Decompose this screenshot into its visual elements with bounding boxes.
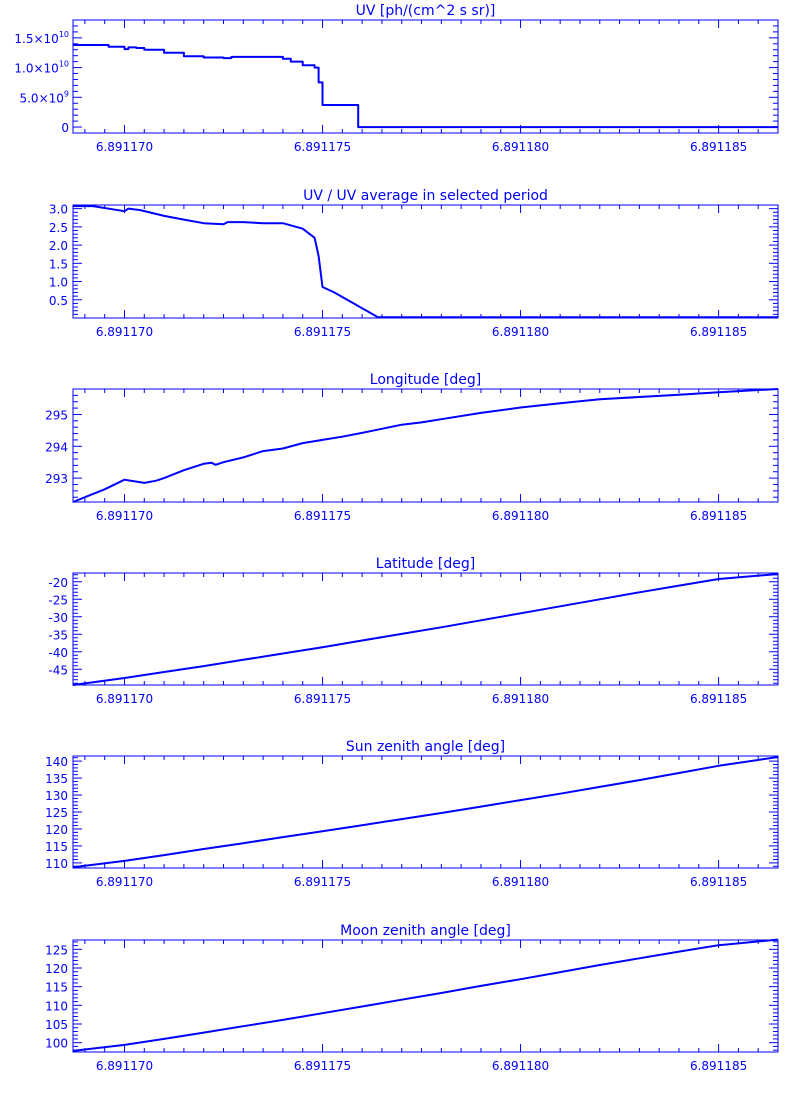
y-tick-label: 1.0×1010 [14, 60, 69, 76]
x-tick-label: 6.891175 [294, 1059, 351, 1073]
x-tick-label: 6.891175 [294, 875, 351, 889]
x-tick-label: 6.891180 [492, 692, 549, 706]
y-tick-label: 5.0×109 [19, 89, 69, 105]
panel-title: Longitude [deg] [370, 372, 481, 388]
x-tick-label: 6.891185 [690, 509, 747, 523]
x-tick-label: 6.891175 [294, 509, 351, 523]
y-tick-label: 130 [45, 789, 68, 803]
x-tick-label: 6.891170 [96, 875, 153, 889]
y-tick-label: 294 [45, 440, 68, 454]
x-tick-label: 6.891170 [96, 692, 153, 706]
series-line [72, 573, 779, 686]
y-tick-label: 293 [45, 472, 68, 486]
y-tick-label: -40 [48, 646, 68, 660]
y-tick-label: 120 [45, 823, 68, 837]
y-tick-label: 135 [45, 772, 68, 786]
x-tick-label: 6.891180 [492, 509, 549, 523]
series-line [72, 756, 779, 869]
y-tick-exponent: 9 [64, 89, 69, 98]
y-tick-label: -20 [48, 576, 68, 590]
y-tick-label: 120 [45, 962, 68, 976]
plot-frame [72, 939, 779, 1053]
panel-title: Latitude [deg] [376, 556, 475, 572]
panel-1: UV [ph/(cm^2 s sr)] 6.891170 6.891175 6.891… [14, 3, 779, 154]
y-tick-label: 115 [45, 840, 68, 854]
y-tick-label: 140 [45, 755, 68, 769]
y-tick-label: 105 [45, 1018, 68, 1032]
y-tick-label: 0.5 [49, 294, 68, 308]
y-tick-label: -25 [48, 593, 68, 607]
plot-frame [72, 755, 779, 869]
panel-6: Moon zenith angle [deg] 6.891170 6.891175 6… [45, 923, 779, 1073]
y-tick-exponent: 10 [59, 60, 69, 69]
x-tick-label: 6.891185 [690, 875, 747, 889]
panel-3: Longitude [deg] 6.891170 6.891175 6.891180 6… [45, 372, 779, 523]
y-tick-label: 295 [45, 408, 68, 422]
x-tick-label: 6.891170 [96, 1059, 153, 1073]
x-tick-label: 6.891170 [96, 325, 153, 339]
x-tick-label: 6.891185 [690, 1059, 747, 1073]
x-tick-label: 6.891175 [294, 140, 351, 154]
x-tick-label: 6.891180 [492, 140, 549, 154]
y-tick-label: 1.5×1010 [14, 30, 69, 46]
x-tick-label: 6.891185 [690, 140, 747, 154]
x-tick-label: 6.891175 [294, 692, 351, 706]
y-tick-label: 110 [45, 999, 68, 1013]
y-tick-label: 100 [45, 1037, 68, 1051]
x-tick-label: 6.891180 [492, 1059, 549, 1073]
y-tick-label: 0 [61, 121, 69, 135]
y-tick-label: 2.0 [49, 239, 68, 253]
x-tick-label: 6.891170 [96, 509, 153, 523]
panel-4: Latitude [deg] 6.891170 6.891175 6.891180 6.… [48, 556, 779, 706]
series-line [73, 205, 778, 319]
x-tick-label: 6.891170 [96, 140, 153, 154]
plot-frame [72, 19, 779, 134]
panel-title: UV / UV average in selected period [303, 188, 548, 204]
y-tick-label: 2.5 [49, 221, 68, 235]
x-tick-label: 6.891185 [690, 325, 747, 339]
y-tick-label: 125 [45, 943, 68, 957]
x-tick-label: 6.891180 [492, 325, 549, 339]
plot-frame [72, 204, 779, 319]
plot-frame [72, 388, 779, 503]
y-tick-label: -30 [48, 611, 68, 625]
y-tick-mantissa: 0 [61, 121, 69, 135]
x-tick-label: 6.891175 [294, 325, 351, 339]
y-tick-mantissa: 5.0×10 [19, 91, 63, 105]
y-tick-label: 110 [45, 857, 68, 871]
series-line [73, 44, 778, 129]
y-tick-label: 115 [45, 981, 68, 995]
plot-frame [72, 572, 779, 686]
panel-title: UV [ph/(cm^2 s sr)] [356, 3, 496, 19]
y-tick-label: -35 [48, 628, 68, 642]
y-tick-label: 1.0 [49, 276, 68, 290]
panel-title: Moon zenith angle [deg] [340, 923, 511, 939]
x-tick-label: 6.891185 [690, 692, 747, 706]
series-line [72, 388, 779, 503]
x-tick-label: 6.891180 [492, 875, 549, 889]
panel-2: UV / UV average in selected period 6.8911… [49, 188, 779, 339]
y-tick-mantissa: 1.0×10 [14, 62, 58, 76]
panel-5: Sun zenith angle [deg] 6.891170 6.891175 6.… [45, 739, 779, 889]
y-tick-label: 1.5 [49, 257, 68, 271]
y-tick-exponent: 10 [59, 30, 69, 39]
y-tick-mantissa: 1.5×10 [14, 32, 58, 46]
y-tick-label: 3.0 [49, 203, 68, 217]
series-line [72, 938, 779, 1052]
panel-title: Sun zenith angle [deg] [346, 739, 505, 755]
y-tick-label: 125 [45, 806, 68, 820]
y-tick-label: -45 [48, 663, 68, 677]
